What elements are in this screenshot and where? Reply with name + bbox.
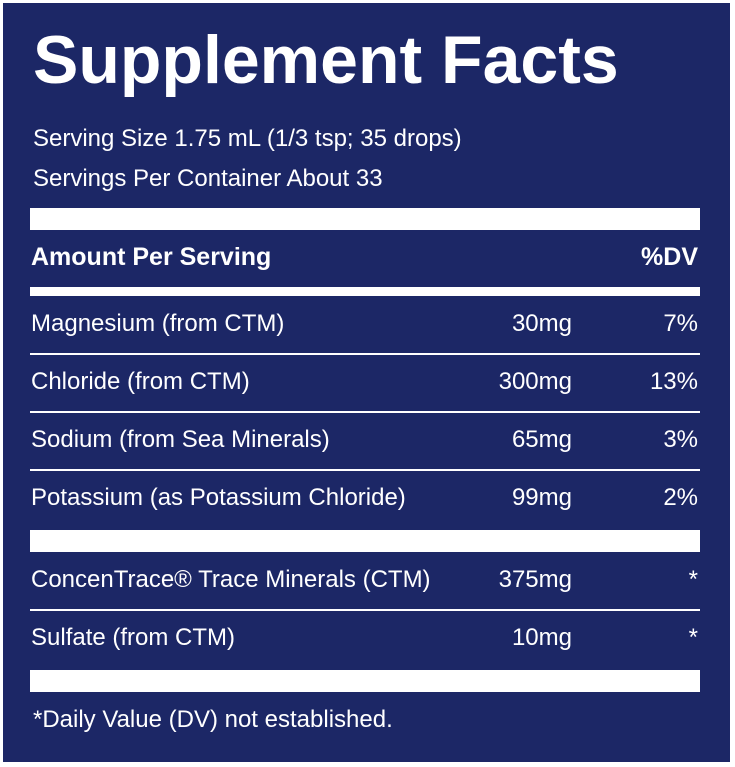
- nutrient-dv: 2%: [663, 484, 698, 511]
- footnote: *Daily Value (DV) not established.: [33, 706, 393, 733]
- servings-per-container: Servings Per Container About 33: [33, 165, 383, 192]
- nutrient-dv: 13%: [649, 368, 698, 395]
- nutrient-name: Magnesium (from CTM): [31, 310, 285, 337]
- medium-rule: [30, 287, 700, 296]
- row-rule: [30, 353, 700, 355]
- supplement-facts-panel: Supplement Facts Serving Size 1.75 mL (1…: [3, 3, 730, 762]
- amount-header: Amount Per Serving: [31, 243, 272, 271]
- row-rule: [30, 411, 700, 413]
- nutrient-amount: 375mg: [498, 566, 572, 593]
- nutrient-dv: *: [688, 624, 698, 651]
- thick-rule: [30, 530, 700, 552]
- dv-header: %DV: [641, 243, 698, 271]
- nutrient-amount: 65mg: [511, 426, 572, 453]
- serving-size: Serving Size 1.75 mL (1/3 tsp; 35 drops): [33, 125, 462, 152]
- nutrient-dv: 3%: [663, 426, 698, 453]
- nutrient-name: Sulfate (from CTM): [31, 624, 236, 651]
- nutrient-amount: 99mg: [511, 484, 572, 511]
- nutrient-amount: 10mg: [511, 624, 572, 651]
- thick-rule: [30, 670, 700, 692]
- nutrient-name: ConcenTrace® Trace Minerals (CTM): [31, 566, 431, 593]
- thick-rule: [30, 208, 700, 230]
- row-rule: [30, 469, 700, 471]
- nutrient-dv: 7%: [663, 310, 698, 337]
- nutrient-name: Potassium (as Potassium Chloride): [31, 484, 406, 511]
- nutrient-name: Sodium (from Sea Minerals): [31, 426, 330, 453]
- nutrient-amount: 300mg: [498, 368, 572, 395]
- nutrient-amount: 30mg: [511, 310, 572, 337]
- row-rule: [30, 609, 700, 611]
- nutrient-dv: *: [688, 566, 698, 593]
- title: Supplement Facts: [33, 22, 619, 98]
- nutrient-name: Chloride (from CTM): [31, 368, 250, 395]
